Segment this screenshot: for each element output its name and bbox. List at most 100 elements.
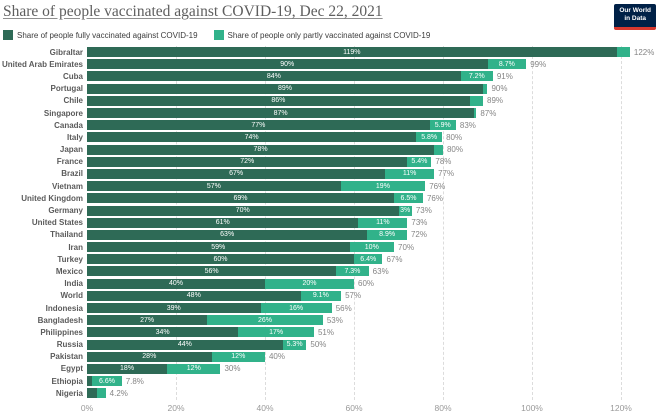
plot-area: Gibraltar 119% 122% United Arab Emirates 90%… xyxy=(0,46,660,400)
total-label: 53% xyxy=(326,315,343,325)
bar-fully-segment[interactable]: 60% xyxy=(87,254,354,265)
bar-stack: 56% 7.3% 63% xyxy=(87,266,660,277)
bar-partly-segment[interactable]: 8.7% xyxy=(487,59,527,70)
bar-row: Germany 70% 3% 73% xyxy=(0,204,660,216)
bar-partly-segment[interactable] xyxy=(434,144,443,155)
bar-partly-segment[interactable] xyxy=(483,83,488,94)
bar-partly-segment[interactable] xyxy=(96,388,106,399)
bar-partly-segment[interactable]: 9.1% xyxy=(300,290,342,301)
bar-stack: 34% 17% 51% xyxy=(87,327,660,338)
country-label: World xyxy=(60,291,83,301)
bar-row: Vietnam 57% 19% 76% xyxy=(0,180,660,192)
country-label: Bangladesh xyxy=(37,315,83,325)
bar-fully-segment[interactable]: 48% xyxy=(87,290,301,301)
bar-partly-segment[interactable]: 5.4% xyxy=(407,156,432,167)
bar-row: Portugal 89% 90% xyxy=(0,83,660,95)
bar-row: France 72% 5.4% 78% xyxy=(0,156,660,168)
bar-fully-segment[interactable]: 70% xyxy=(87,205,399,216)
bar-fully-segment[interactable]: 69% xyxy=(87,193,395,204)
bar-fully-segment[interactable] xyxy=(87,388,97,399)
bar-partly-segment[interactable]: 26% xyxy=(207,315,323,326)
bar-fully-segment[interactable]: 56% xyxy=(87,266,337,277)
bar-stack: 57% 19% 76% xyxy=(87,181,660,192)
country-label: Brazil xyxy=(61,169,83,179)
total-label: 73% xyxy=(411,218,428,228)
bar-row: United Kingdom 69% 6.5% 76% xyxy=(0,192,660,204)
bar-partly-segment[interactable]: 5.8% xyxy=(416,132,443,143)
bar-fully-segment[interactable]: 90% xyxy=(87,59,488,70)
country-label: Nigeria xyxy=(55,388,83,398)
total-label: 76% xyxy=(426,193,443,203)
country-label: Vietnam xyxy=(52,181,83,191)
bar-fully-segment[interactable]: 78% xyxy=(87,144,435,155)
bar-partly-segment[interactable]: 3% xyxy=(398,205,412,216)
bar-fully-segment[interactable]: 89% xyxy=(87,83,484,94)
bar-fully-segment[interactable]: 63% xyxy=(87,229,368,240)
total-label: 76% xyxy=(429,181,446,191)
gridline xyxy=(532,46,533,400)
bar-partly-segment[interactable]: 12% xyxy=(211,351,265,362)
bar-partly-segment[interactable]: 5.9% xyxy=(429,120,456,131)
bar-fully-segment[interactable]: 86% xyxy=(87,95,470,106)
bar-fully-segment[interactable]: 27% xyxy=(87,315,208,326)
bar-partly-segment[interactable]: 6.4% xyxy=(354,254,383,265)
total-label: 90% xyxy=(491,84,508,94)
bar-partly-segment[interactable]: 7.2% xyxy=(460,71,493,82)
bar-partly-segment[interactable]: 17% xyxy=(238,327,314,338)
total-label: 50% xyxy=(310,340,327,350)
bar-partly-segment[interactable]: 10% xyxy=(349,242,395,253)
bar-fully-segment[interactable]: 74% xyxy=(87,132,417,143)
bar-partly-segment[interactable]: 6.5% xyxy=(394,193,423,204)
axis-tick-label: 20% xyxy=(167,403,185,413)
bar-fully-segment[interactable]: 87% xyxy=(87,108,475,119)
bar-partly-segment[interactable] xyxy=(474,108,477,119)
country-label: Iran xyxy=(68,242,83,252)
bar-fully-segment[interactable] xyxy=(87,376,93,387)
total-label: 78% xyxy=(435,157,452,167)
bar-fully-segment[interactable]: 18% xyxy=(87,363,168,374)
bar-partly-segment[interactable]: 16% xyxy=(260,303,332,314)
total-label: 7.8% xyxy=(125,376,144,386)
gridline xyxy=(621,46,622,400)
bar-partly-segment[interactable]: 19% xyxy=(340,181,426,192)
bar-partly-segment[interactable]: 12% xyxy=(167,363,221,374)
bar-fully-segment[interactable]: 39% xyxy=(87,303,261,314)
bar-fully-segment[interactable]: 61% xyxy=(87,217,359,228)
bar-stack: 89% 90% xyxy=(87,83,660,94)
chart-title[interactable]: Share of people vaccinated against COVID… xyxy=(3,3,383,20)
bar-row: Indonesia 39% 16% 56% xyxy=(0,302,660,314)
bar-stack: 61% 11% 73% xyxy=(87,217,660,228)
bar-fully-segment[interactable]: 67% xyxy=(87,168,386,179)
bar-fully-segment[interactable]: 84% xyxy=(87,71,461,82)
bar-partly-segment[interactable] xyxy=(616,47,630,58)
country-label: Ethiopia xyxy=(51,376,83,386)
bar-stack: 70% 3% 73% xyxy=(87,205,660,216)
bar-fully-segment[interactable]: 57% xyxy=(87,181,341,192)
bar-fully-segment[interactable]: 34% xyxy=(87,327,239,338)
bar-stack: 40% 20% 60% xyxy=(87,278,660,289)
owid-logo[interactable]: Our World in Data xyxy=(614,4,656,30)
bar-stack: 77% 5.9% 83% xyxy=(87,120,660,131)
bar-fully-segment[interactable]: 59% xyxy=(87,242,350,253)
bar-stack: 87% 87% xyxy=(87,108,660,119)
bar-stack: 27% 26% 53% xyxy=(87,315,660,326)
bar-partly-segment[interactable]: 11% xyxy=(385,168,435,179)
bar-partly-segment[interactable]: 8.9% xyxy=(367,229,407,240)
bar-partly-segment[interactable]: 7.3% xyxy=(336,266,369,277)
bar-stack: 74% 5.8% 80% xyxy=(87,132,660,143)
bar-partly-segment[interactable]: 20% xyxy=(265,278,354,289)
bar-row: United Arab Emirates 90% 8.7% 99% xyxy=(0,58,660,70)
bar-fully-segment[interactable]: 72% xyxy=(87,156,408,167)
bar-fully-segment[interactable]: 119% xyxy=(87,47,617,58)
bar-stack: 63% 8.9% 72% xyxy=(87,229,660,240)
bar-fully-segment[interactable]: 44% xyxy=(87,339,283,350)
bar-partly-segment[interactable] xyxy=(469,95,484,106)
bar-partly-segment[interactable]: 5.3% xyxy=(282,339,307,350)
bar-fully-segment[interactable]: 77% xyxy=(87,120,430,131)
bar-fully-segment[interactable]: 40% xyxy=(87,278,265,289)
bar-partly-segment[interactable]: 6.6% xyxy=(92,376,122,387)
country-label: United States xyxy=(31,218,83,228)
bar-partly-segment[interactable]: 11% xyxy=(358,217,408,228)
total-label: 91% xyxy=(496,71,513,81)
bar-fully-segment[interactable]: 28% xyxy=(87,351,212,362)
